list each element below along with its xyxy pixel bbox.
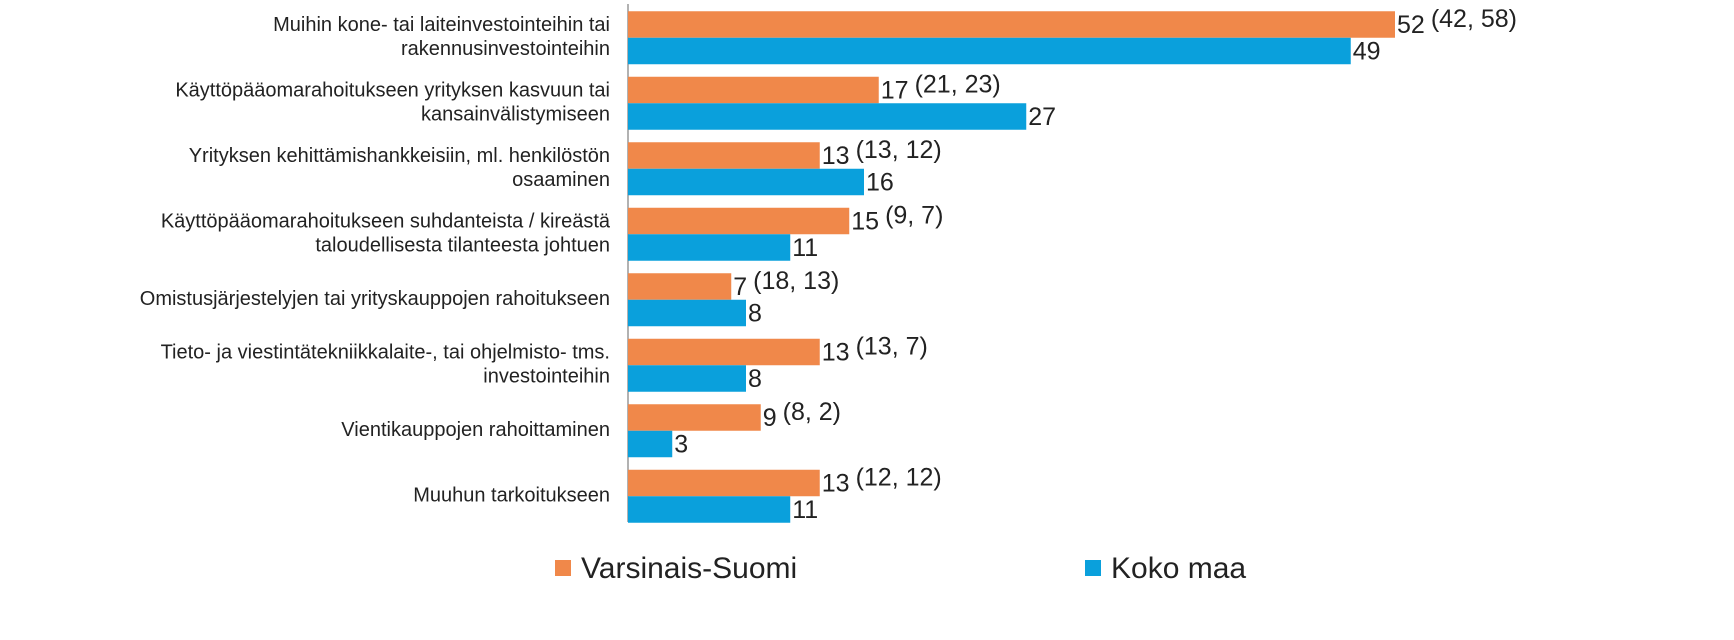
annotation: (13, 12) bbox=[856, 136, 942, 164]
value-label: 13 bbox=[822, 142, 850, 170]
bar bbox=[628, 234, 791, 261]
value-label: 9 bbox=[763, 404, 777, 432]
value-label: 11 bbox=[792, 234, 818, 262]
annotation: (12, 12) bbox=[856, 464, 942, 492]
bar bbox=[628, 168, 864, 196]
value-label: 3 bbox=[674, 431, 688, 459]
annotation: (8, 2) bbox=[783, 398, 841, 426]
legend-label: Varsinais-Suomi bbox=[581, 552, 797, 585]
bar bbox=[628, 273, 732, 300]
value-label: 11 bbox=[792, 496, 818, 524]
category-label: Tieto- ja viestintätekniikkalaite-, tai … bbox=[161, 342, 610, 388]
value-label: 17 bbox=[881, 77, 909, 105]
annotation: (42, 58) bbox=[1431, 5, 1517, 33]
bar bbox=[628, 299, 746, 327]
value-label: 13 bbox=[822, 470, 850, 498]
category-label: Vientikauppojen rahoittaminen bbox=[341, 419, 610, 441]
bar bbox=[628, 338, 820, 366]
bar bbox=[628, 430, 673, 458]
category-label: Käyttöpääomarahoitukseen yrityksen kasvu… bbox=[175, 80, 610, 126]
value-label: 8 bbox=[748, 300, 762, 328]
bar bbox=[628, 11, 1395, 38]
value-label: 27 bbox=[1028, 103, 1056, 131]
annotation: (13, 7) bbox=[856, 333, 928, 361]
value-label: 7 bbox=[733, 273, 747, 301]
value-label: 13 bbox=[822, 339, 850, 367]
value-label: 16 bbox=[866, 169, 894, 197]
category-label: Muihin kone- tai laiteinvestointeihin ta… bbox=[273, 14, 610, 60]
annotation: (18, 13) bbox=[753, 267, 839, 295]
legend-label: Koko maa bbox=[1111, 552, 1246, 585]
category-label: Käyttöpääomarahoitukseen suhdanteista / … bbox=[161, 211, 611, 257]
bar bbox=[628, 76, 879, 104]
bar bbox=[628, 404, 761, 431]
value-label: 49 bbox=[1353, 38, 1381, 66]
category-label: Muuhun tarkoitukseen bbox=[413, 485, 610, 507]
legend-swatch bbox=[555, 560, 571, 576]
annotation: (21, 23) bbox=[915, 71, 1001, 99]
value-label: 15 bbox=[851, 208, 879, 236]
annotation: (9, 7) bbox=[885, 202, 943, 230]
bar bbox=[628, 496, 791, 523]
category-label: Yrityksen kehittämishankkeisiin, ml. hen… bbox=[189, 145, 610, 191]
category-label: Omistusjärjestelyjen tai yrityskauppojen… bbox=[140, 288, 610, 310]
bar bbox=[628, 469, 820, 497]
value-label: 8 bbox=[748, 365, 762, 393]
bar bbox=[628, 37, 1351, 65]
value-label: 52 bbox=[1397, 11, 1425, 39]
legend-swatch bbox=[1085, 560, 1101, 576]
bar bbox=[628, 142, 820, 169]
bar bbox=[628, 207, 850, 235]
bar bbox=[628, 103, 1027, 130]
bar bbox=[628, 365, 746, 392]
